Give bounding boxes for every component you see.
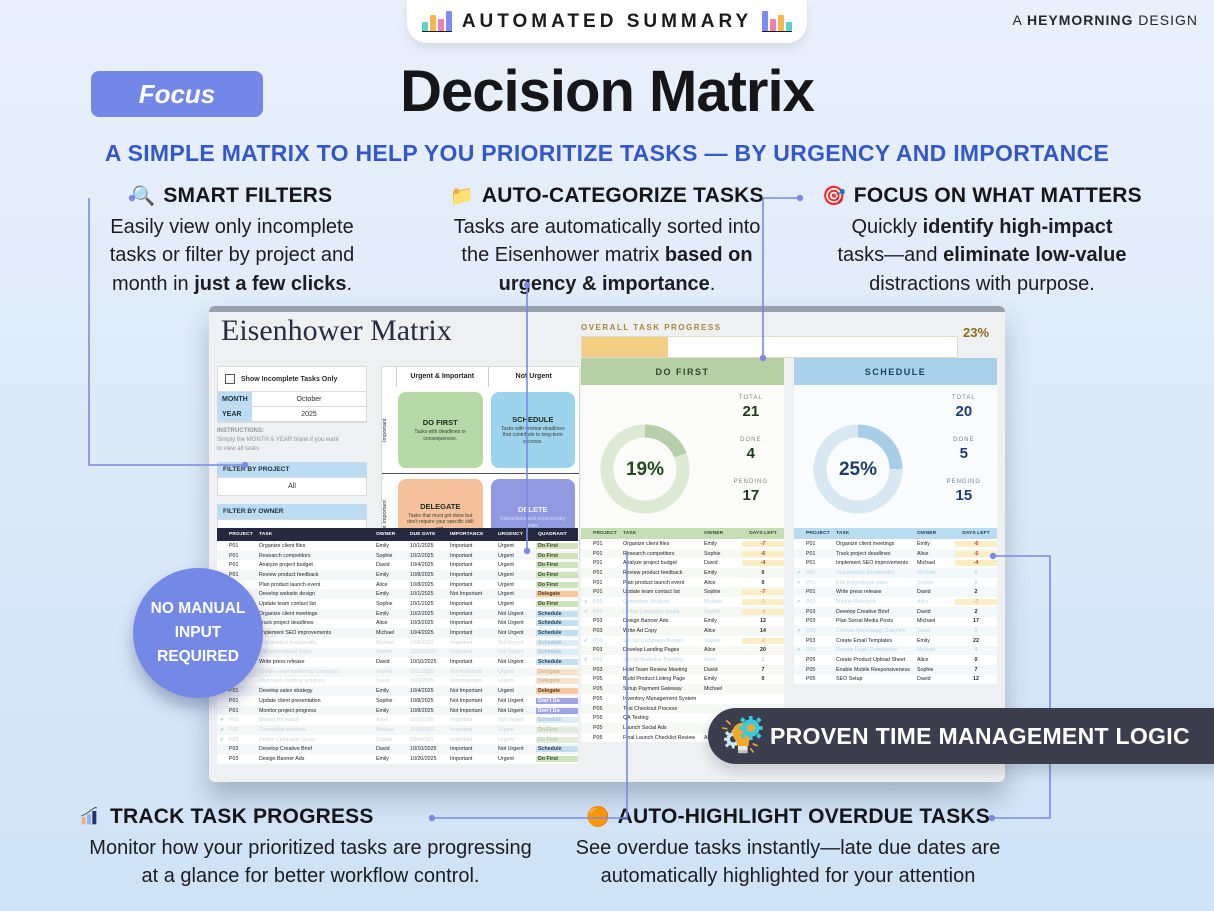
svg-text:25%: 25%: [839, 459, 877, 480]
svg-text:19%: 19%: [626, 459, 664, 480]
